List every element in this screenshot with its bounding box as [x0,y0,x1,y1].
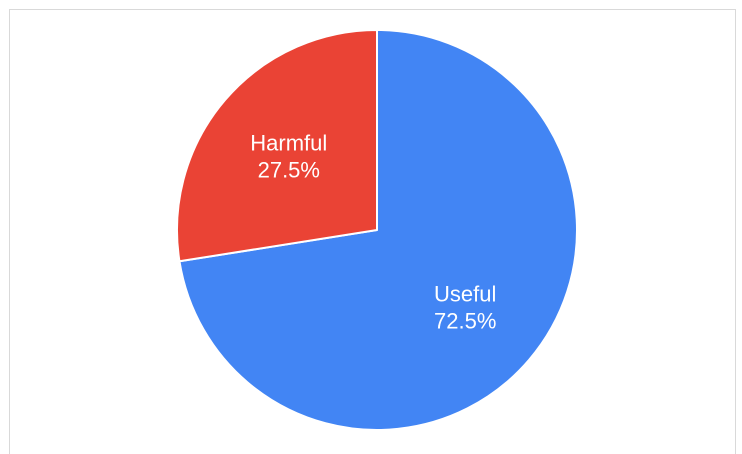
slice-label-harmful: Harmful [250,131,327,156]
pie-slices [176,29,578,431]
pie-slice-useful [178,29,578,431]
slice-value-harmful: 27.5% [258,158,320,183]
slice-label-useful: Useful [434,281,496,306]
pie-slice-harmful [176,29,378,263]
slice-value-useful: 72.5% [434,308,496,333]
